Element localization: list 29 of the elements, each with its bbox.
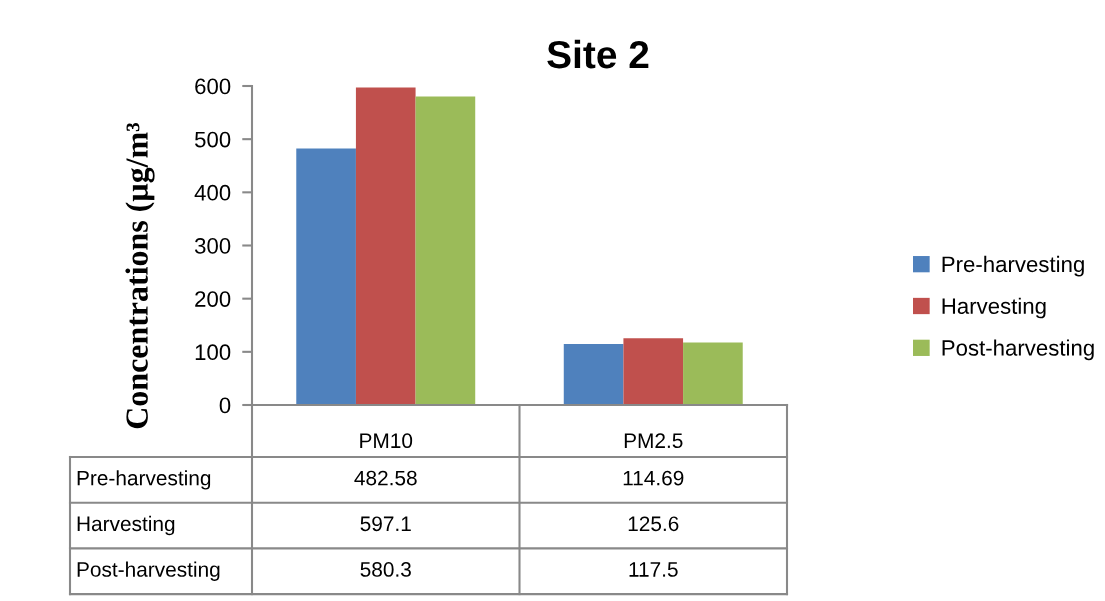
bar [296, 148, 356, 405]
legend-label: Harvesting [942, 297, 1046, 319]
y-tick-label: 600 [195, 78, 231, 95]
bar [415, 96, 476, 405]
y-tick-label: 400 [194, 184, 231, 201]
text: Harvesting [77, 515, 175, 536]
x-tick-label: PM2.5 [624, 433, 683, 449]
bar [623, 338, 684, 405]
data-label: 117.5 [629, 562, 678, 577]
text: Post-harvesting [77, 561, 220, 581]
y-axis-title: Concentrations (µg/m³ [125, 122, 155, 429]
legend-label: Post-harvesting [942, 339, 1094, 361]
data-label: 597.1 [360, 516, 411, 532]
data-label: 482.58 [354, 470, 417, 486]
y-tick-label: 300 [194, 238, 231, 254]
chart-title: Site 2 [547, 39, 649, 69]
bar [563, 344, 624, 405]
bar [683, 342, 743, 405]
y-tick-label: 200 [195, 291, 231, 307]
y-tick-label: 0 [219, 397, 231, 414]
legend-label: Pre-harvesting [942, 255, 1084, 277]
data-label: 580.3 [360, 562, 411, 577]
y-tick-label: 500 [194, 131, 231, 148]
text: Pre-harvesting [77, 470, 211, 490]
y-tick-label: 100 [195, 344, 231, 361]
data-label: 114.69 [623, 470, 684, 486]
x-tick-label: PM10 [360, 433, 413, 449]
bar [355, 87, 416, 405]
data-label: 125.6 [628, 516, 679, 532]
